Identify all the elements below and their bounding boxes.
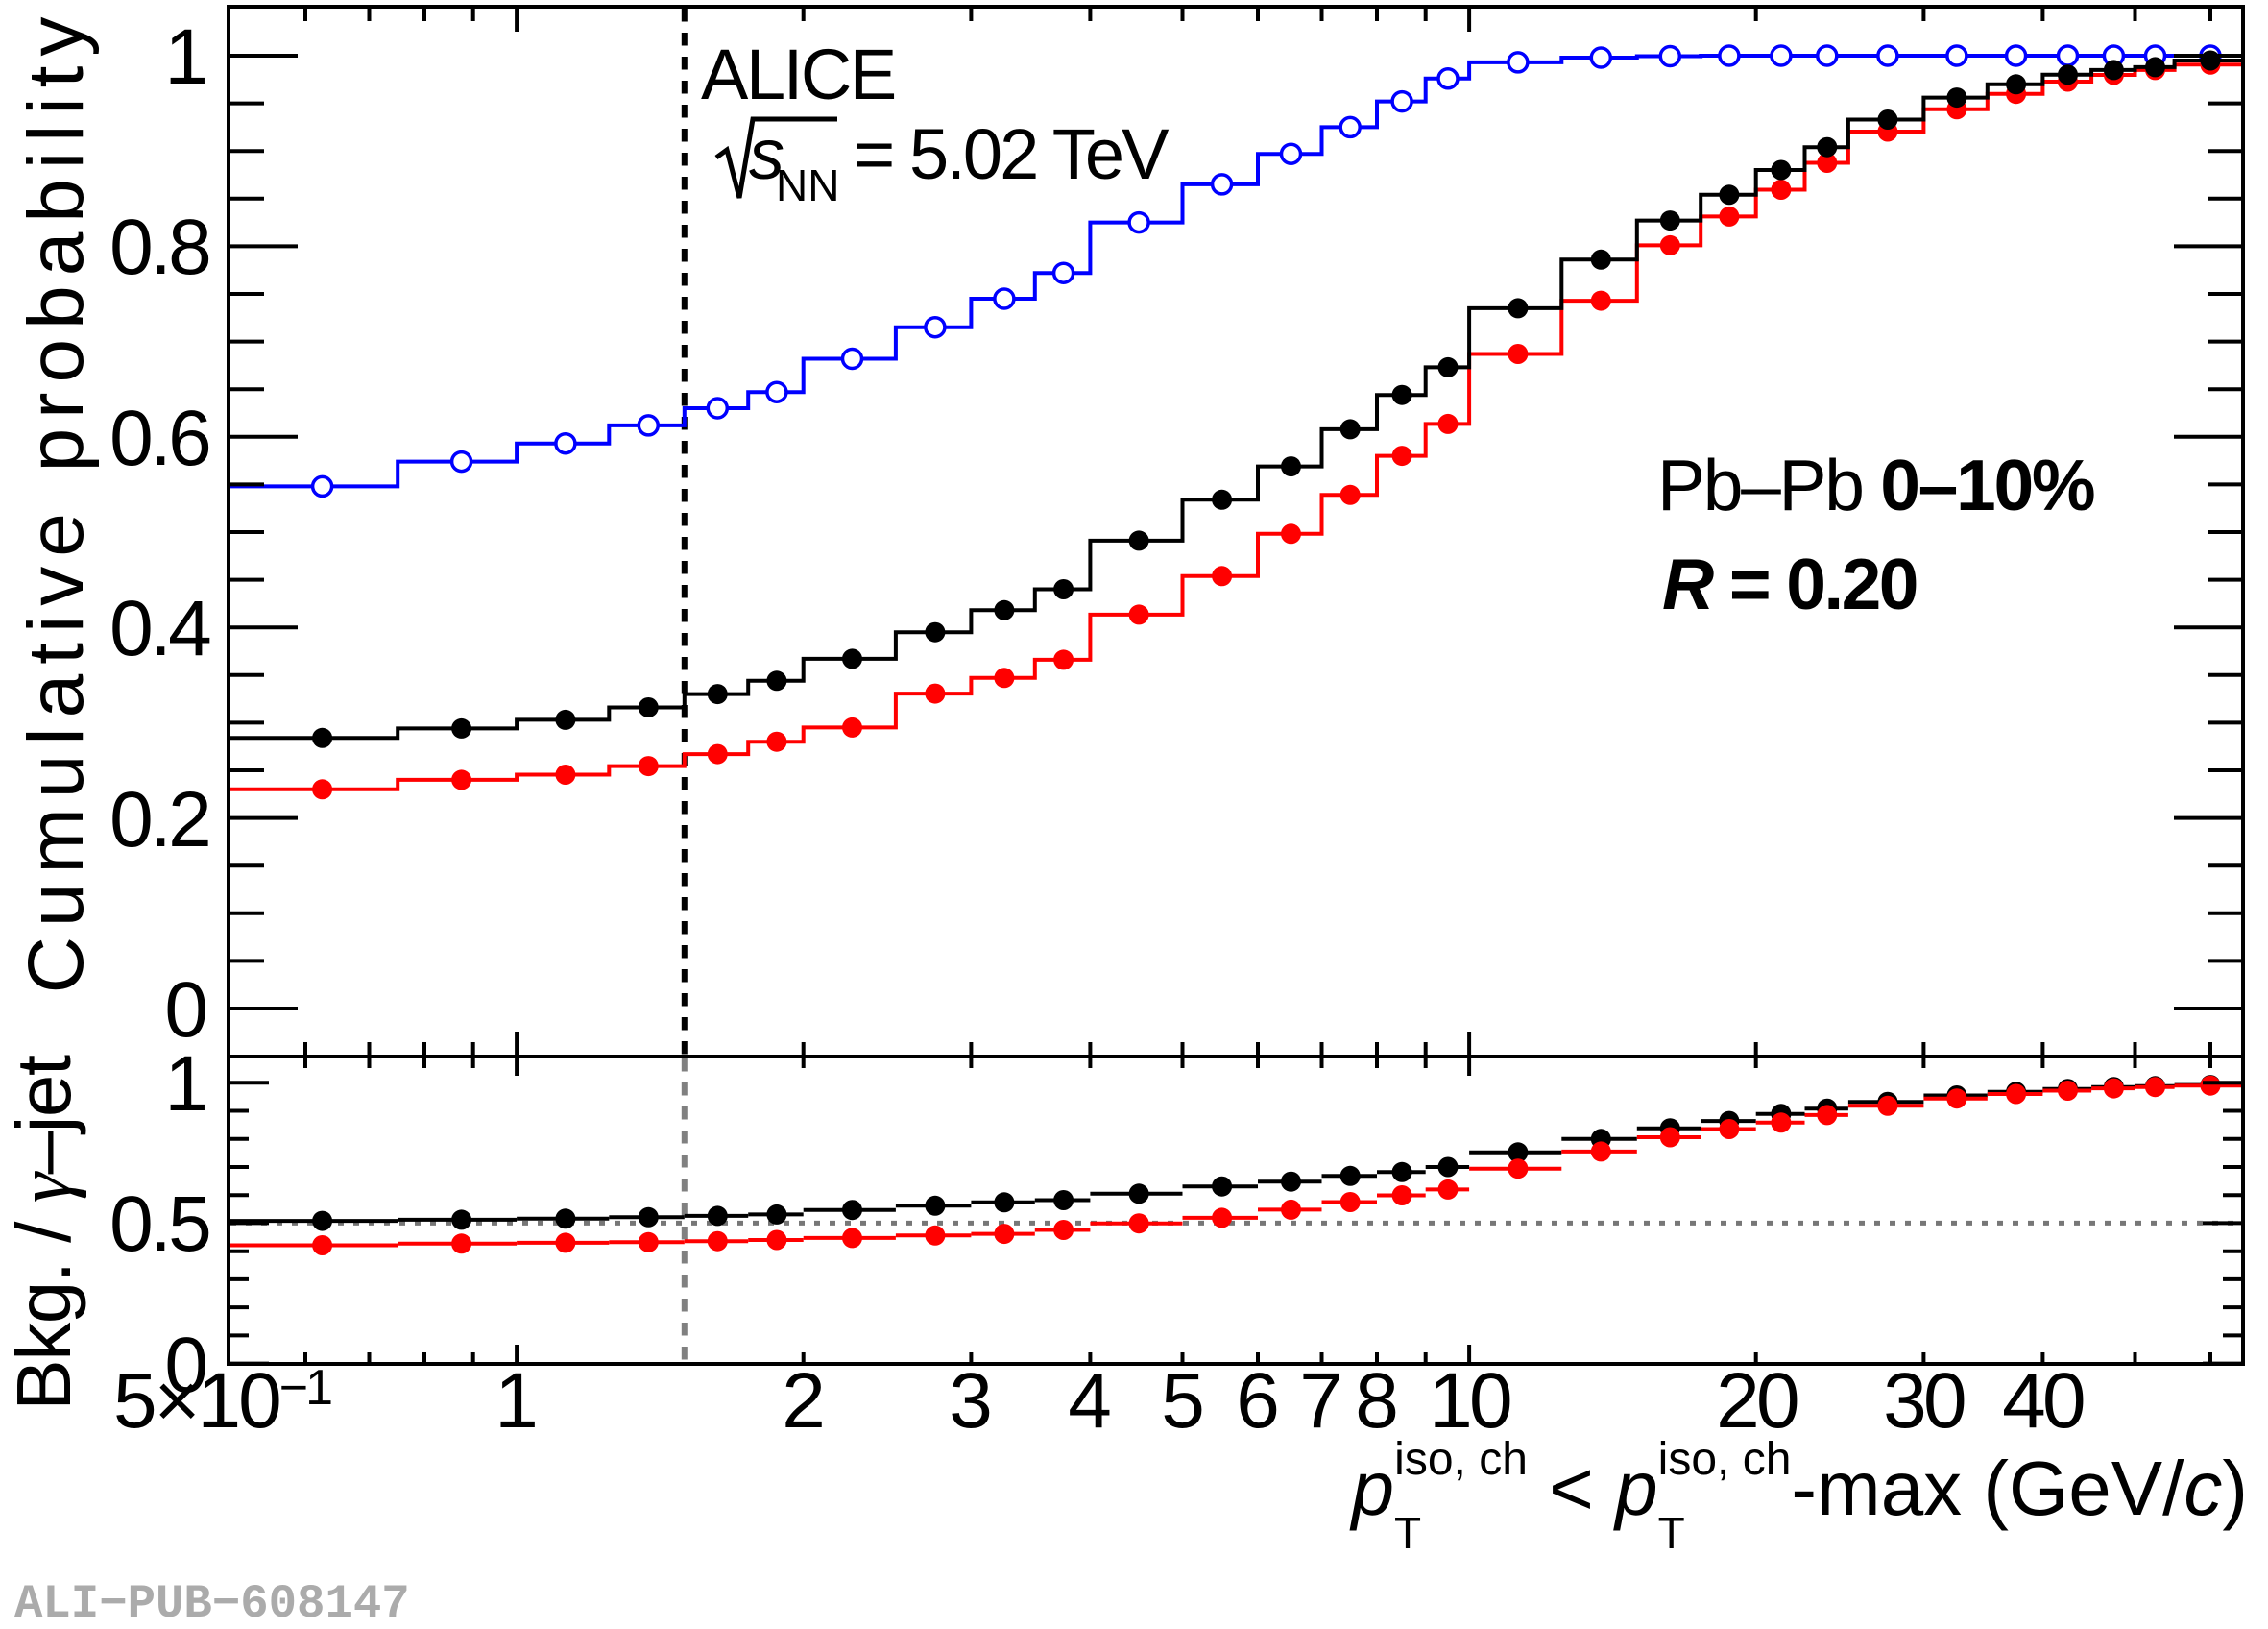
svg-text:Cumulative probability: Cumulative probability — [12, 8, 100, 994]
svg-text:4: 4 — [1068, 1357, 1112, 1445]
svg-text:0.2: 0.2 — [109, 776, 208, 863]
svg-text:30: 30 — [1883, 1357, 1965, 1445]
svg-text:= 5.02 TeV: = 5.02 TeV — [854, 114, 1170, 194]
svg-text:1: 1 — [164, 13, 208, 101]
svg-text:7: 7 — [1299, 1357, 1343, 1445]
svg-text:40: 40 — [2002, 1357, 2084, 1445]
svg-text:20: 20 — [1716, 1357, 1798, 1445]
svg-text:R = 0.20: R = 0.20 — [1662, 544, 1917, 624]
svg-text:NN: NN — [776, 160, 839, 210]
svg-text:Bkg. / γ–jet: Bkg. / γ–jet — [1, 1055, 87, 1411]
svg-text:ALI−PUB−608147: ALI−PUB−608147 — [14, 1577, 410, 1629]
svg-text:6: 6 — [1236, 1357, 1280, 1445]
svg-text:0.8: 0.8 — [109, 204, 209, 291]
svg-text:5: 5 — [1161, 1357, 1205, 1445]
svg-text:pTiso, ch < pTiso, ch-max (GeV: pTiso, ch < pTiso, ch-max (GeV/c) — [1350, 1434, 2248, 1558]
svg-text:0: 0 — [164, 1322, 208, 1409]
svg-text:2: 2 — [782, 1357, 826, 1445]
svg-text:8: 8 — [1355, 1357, 1399, 1445]
svg-text:0: 0 — [164, 966, 208, 1054]
svg-text:5×10−1: 5×10−1 — [113, 1357, 331, 1445]
svg-text:1: 1 — [495, 1357, 539, 1445]
svg-text:10: 10 — [1429, 1357, 1510, 1445]
svg-text:Pb–Pb 0–10%: Pb–Pb 0–10% — [1657, 445, 2094, 525]
svg-text:s: s — [749, 114, 784, 194]
svg-text:0.5: 0.5 — [109, 1180, 209, 1268]
svg-text:0.6: 0.6 — [109, 395, 208, 482]
svg-text:0.4: 0.4 — [109, 585, 210, 672]
svg-text:ALICE: ALICE — [701, 35, 895, 114]
svg-text:1: 1 — [164, 1040, 208, 1128]
svg-text:3: 3 — [949, 1357, 993, 1445]
